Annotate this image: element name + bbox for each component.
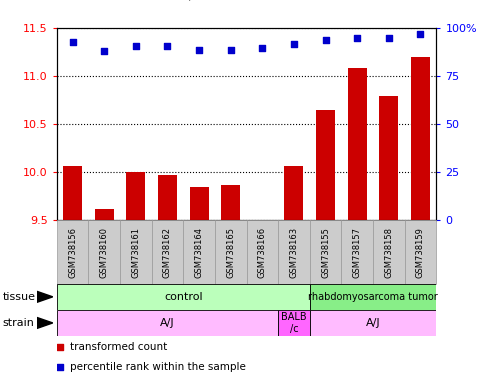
Bar [278,220,310,284]
Point [57,344,65,350]
Text: A/J: A/J [160,318,175,328]
Polygon shape [37,318,53,328]
Text: GSM738157: GSM738157 [352,227,362,278]
Point [100,48,108,55]
Bar [278,310,310,336]
Point [164,43,172,49]
Text: transformed count: transformed count [70,342,167,352]
Point [132,43,140,49]
Text: A/J: A/J [366,318,380,328]
Point [227,46,235,53]
Polygon shape [37,291,53,302]
Text: GSM738161: GSM738161 [131,227,141,278]
Text: rhabdomyosarcoma tumor: rhabdomyosarcoma tumor [308,292,438,302]
Bar [310,284,436,310]
Point [258,45,266,51]
Text: GSM738158: GSM738158 [385,227,393,278]
Bar [63,166,82,220]
Text: percentile rank within the sample: percentile rank within the sample [70,362,246,372]
Bar [152,220,183,284]
Bar [221,185,240,220]
Bar [126,172,145,220]
Text: strain: strain [2,318,35,328]
Bar [310,220,341,284]
Point [417,31,424,37]
Point [353,35,361,41]
Text: tissue: tissue [2,292,35,302]
Text: control: control [164,292,203,302]
Text: BALB
/c: BALB /c [281,312,307,334]
Bar [183,220,215,284]
Bar [215,220,246,284]
Bar [380,96,398,220]
Bar [158,175,177,220]
Point [195,46,203,53]
Bar [348,68,367,220]
Bar [316,110,335,220]
Text: GSM738165: GSM738165 [226,227,235,278]
Bar [284,166,304,220]
Text: GSM738160: GSM738160 [100,227,108,278]
Bar [405,220,436,284]
Bar [120,220,152,284]
Text: GSM738156: GSM738156 [68,227,77,278]
Bar [57,220,88,284]
Point [57,364,65,371]
Text: GSM738166: GSM738166 [258,227,267,278]
Bar [411,57,430,220]
Point [69,39,76,45]
Text: GSM738155: GSM738155 [321,227,330,278]
Bar [88,220,120,284]
Bar [310,310,436,336]
Text: GSM738162: GSM738162 [163,227,172,278]
Bar [95,209,113,220]
Point [290,41,298,47]
Point [385,35,393,41]
Text: GSM738159: GSM738159 [416,227,425,278]
Bar [373,220,405,284]
Bar [57,310,278,336]
Bar [246,220,278,284]
Text: GDS5527 / 3390706: GDS5527 / 3390706 [122,0,257,2]
Bar [341,220,373,284]
Text: GSM738163: GSM738163 [289,227,298,278]
Point [321,37,329,43]
Bar [57,284,310,310]
Text: GSM738164: GSM738164 [195,227,204,278]
Bar [189,187,209,220]
